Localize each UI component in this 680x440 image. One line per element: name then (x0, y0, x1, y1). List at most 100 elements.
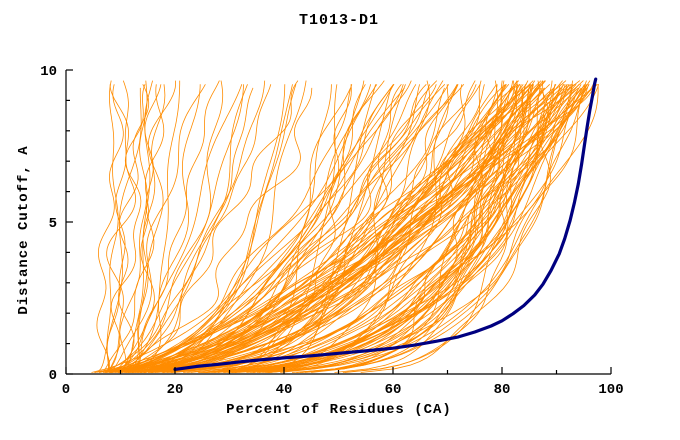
model-curve (131, 80, 412, 373)
model-curve (166, 83, 576, 373)
model-curve (110, 80, 546, 373)
x-tick-label: 100 (598, 382, 623, 398)
model-curve (125, 87, 445, 373)
model-curve (151, 84, 522, 373)
model-curve (103, 84, 527, 373)
model-curve (132, 80, 534, 373)
model-curve (108, 84, 206, 373)
y-tick-label: 0 (49, 368, 57, 384)
model-curve (208, 84, 420, 373)
model-curve (111, 84, 577, 373)
model-curve (112, 87, 254, 373)
model-curve (212, 87, 580, 373)
model-curve (205, 87, 524, 373)
model-curve (183, 84, 572, 373)
model-curve (344, 80, 545, 373)
model-curve (131, 84, 166, 373)
model-curve (265, 84, 526, 373)
model-curve (143, 84, 571, 373)
model-curve (100, 84, 244, 373)
model-curve (125, 84, 446, 373)
model-curve (231, 84, 534, 373)
model-curve (152, 80, 307, 373)
model-curve (280, 84, 498, 373)
highlight-curve (173, 77, 598, 371)
model-curve (125, 80, 176, 373)
model-curve (106, 80, 119, 373)
model-curve (301, 87, 515, 373)
model-curve (102, 84, 162, 373)
model-curve (232, 80, 574, 373)
model-curve (171, 80, 482, 373)
model-curve (91, 84, 395, 373)
model-curve (140, 84, 521, 373)
model-curve (106, 80, 129, 373)
x-tick-label: 20 (167, 382, 184, 398)
model-curve (140, 84, 297, 373)
model-curve (202, 84, 588, 373)
model-curve (96, 87, 142, 373)
y-tick-label: 5 (49, 216, 57, 232)
x-tick-label: 60 (385, 382, 402, 398)
model-curve (190, 84, 406, 373)
model-curve (246, 87, 530, 373)
plot-title: T1013-D1 (298, 12, 379, 29)
model-curve (151, 84, 366, 373)
model-curve (291, 80, 587, 373)
model-curve (157, 84, 485, 373)
x-tick-label: 40 (276, 382, 293, 398)
model-curve (104, 87, 313, 373)
model-curve (109, 84, 431, 373)
model-curve (98, 84, 272, 373)
ensemble-curves (91, 80, 600, 373)
model-curve (143, 84, 568, 373)
model-curve (131, 84, 165, 373)
model-curve (171, 84, 437, 373)
ticks (65, 69, 612, 375)
model-curve (135, 80, 520, 373)
model-curve (112, 80, 220, 373)
model-curve (204, 84, 590, 373)
model-curve (262, 87, 562, 373)
model-curve (118, 83, 521, 373)
model-curve (234, 84, 532, 373)
tick-labels: 0 20 40 60 80 100 0 5 10 (40, 64, 623, 398)
model-curve (105, 80, 581, 373)
model-curve (205, 84, 402, 373)
x-tick-label: 80 (494, 382, 511, 398)
model-curve (311, 80, 499, 373)
y-tick-label: 10 (40, 64, 57, 80)
model-curve (119, 80, 299, 373)
model-curve (107, 84, 465, 373)
x-axis-label: Percent of Residues (CA) (226, 402, 452, 418)
model-curve (96, 84, 124, 373)
model-curve (154, 87, 511, 373)
model-curve (128, 84, 540, 373)
model-curve (147, 84, 541, 373)
model-curve (227, 84, 518, 373)
model-curve (109, 84, 353, 373)
model-curve (111, 84, 378, 373)
model-curve (121, 84, 450, 373)
model-curve (140, 80, 438, 373)
model-curve (270, 84, 449, 373)
model-curve (296, 87, 573, 373)
model-curve (118, 80, 181, 373)
model-curve (118, 84, 248, 373)
model-curve (127, 84, 201, 373)
model-curve (206, 84, 466, 373)
model-curve (131, 84, 293, 373)
model-curve (268, 84, 556, 373)
model-curve (210, 84, 582, 373)
model-curve (105, 84, 534, 373)
model-curve (104, 80, 148, 373)
model-curve (131, 83, 597, 373)
model-curve (107, 84, 146, 373)
model-curve (114, 84, 395, 373)
model-curve (171, 84, 594, 373)
model-curve (112, 80, 266, 373)
model-curve (162, 80, 518, 373)
x-tick-label: 0 (62, 382, 70, 398)
